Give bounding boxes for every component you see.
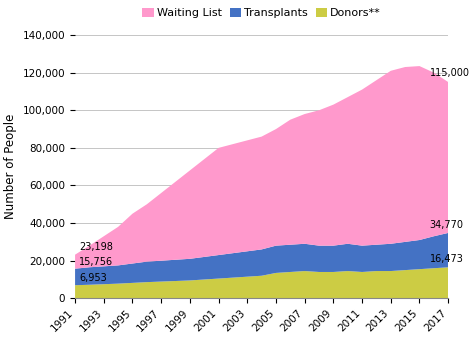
Text: 6,953: 6,953 <box>79 273 107 283</box>
Text: 34,770: 34,770 <box>429 220 464 230</box>
Legend: Waiting List, Transplants, Donors**: Waiting List, Transplants, Donors** <box>138 4 385 23</box>
Y-axis label: Number of People: Number of People <box>4 114 17 219</box>
Text: 23,198: 23,198 <box>79 242 113 252</box>
Text: 115,000: 115,000 <box>429 68 470 78</box>
Text: 15,756: 15,756 <box>79 257 113 267</box>
Text: 16,473: 16,473 <box>429 255 464 264</box>
